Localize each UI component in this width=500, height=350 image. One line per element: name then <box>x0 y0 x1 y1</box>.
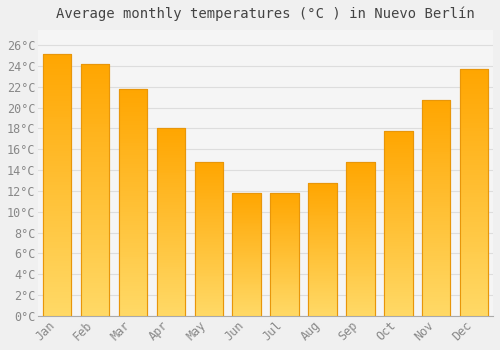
Bar <box>156 128 185 316</box>
Bar <box>43 54 72 316</box>
Bar <box>119 89 147 316</box>
Title: Average monthly temperatures (°C ) in Nuevo Berlín: Average monthly temperatures (°C ) in Nu… <box>56 7 475 21</box>
Bar <box>270 193 299 316</box>
Bar <box>270 193 299 316</box>
Bar <box>232 193 261 316</box>
Bar <box>308 183 336 316</box>
Bar <box>194 162 223 316</box>
Bar <box>384 131 412 316</box>
Bar <box>460 69 488 316</box>
Bar <box>232 193 261 316</box>
Bar <box>308 183 336 316</box>
Bar <box>422 100 450 316</box>
Bar <box>43 54 72 316</box>
Bar <box>460 69 488 316</box>
Bar <box>346 162 374 316</box>
Bar <box>119 89 147 316</box>
Bar <box>81 64 110 316</box>
Bar <box>156 128 185 316</box>
Bar <box>194 162 223 316</box>
Bar <box>422 100 450 316</box>
Bar <box>81 64 110 316</box>
Bar <box>346 162 374 316</box>
Bar <box>384 131 412 316</box>
